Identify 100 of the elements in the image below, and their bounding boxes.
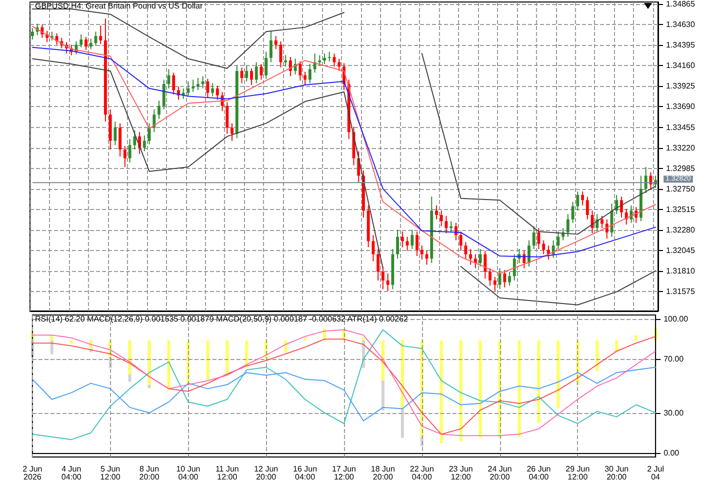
y-tick-label: 1.33925 xyxy=(666,82,696,91)
y-tick-label: 1.33455 xyxy=(666,122,696,132)
y-tick-label: 0.00 xyxy=(664,448,680,458)
candlestick xyxy=(386,272,390,292)
candlestick xyxy=(464,242,468,260)
candlestick xyxy=(459,231,462,252)
candlestick xyxy=(649,172,652,190)
candlestick xyxy=(552,240,555,258)
bar xyxy=(206,340,210,380)
bar xyxy=(226,340,229,374)
bar xyxy=(50,335,54,340)
candlestick xyxy=(128,138,132,164)
candlestick xyxy=(600,215,604,229)
bar xyxy=(556,340,560,408)
candlestick xyxy=(416,231,418,257)
candlestick xyxy=(450,220,453,232)
candlestick xyxy=(484,250,487,280)
x-tick-label: 22 Jun 04:00 xyxy=(410,464,434,482)
bar xyxy=(634,335,638,340)
candlestick xyxy=(99,25,102,44)
bar xyxy=(537,340,540,424)
candlestick xyxy=(264,51,268,80)
bar xyxy=(518,340,521,437)
candlestick xyxy=(605,218,608,240)
candlestick xyxy=(420,245,424,260)
candlestick xyxy=(615,194,618,215)
bar xyxy=(440,340,443,444)
candlestick xyxy=(396,229,400,260)
y-tick-label: 1.34160 xyxy=(666,61,696,70)
y-tick-label: 1.34395 xyxy=(666,40,696,50)
candlestick xyxy=(323,53,326,64)
candlestick xyxy=(30,28,34,40)
x-tick-label: 30 Jun 20:00 xyxy=(604,464,629,482)
candlestick xyxy=(556,231,560,250)
y-tick-label: 1.32985 xyxy=(666,164,696,173)
x-tick-label: 4 Jun 04:00 xyxy=(61,464,82,482)
candlestick xyxy=(400,231,404,248)
bar xyxy=(70,340,73,344)
candlestick xyxy=(547,245,550,260)
bar xyxy=(128,340,132,374)
candlestick xyxy=(381,266,384,290)
candlestick xyxy=(270,30,272,63)
candlestick xyxy=(571,201,574,224)
candlestick xyxy=(288,56,292,77)
candlestick xyxy=(201,76,204,89)
candlestick xyxy=(211,82,214,97)
x-tick-label: 11 Jun 12:00 xyxy=(215,464,239,482)
line-series xyxy=(32,366,656,422)
candlestick xyxy=(118,122,122,157)
chart-title: GBPUSD,H4: Great Britain Pound vs US Dollar xyxy=(35,2,203,10)
y-tick-label: 1.31575 xyxy=(666,286,696,296)
candlestick xyxy=(245,65,248,82)
candlestick xyxy=(508,271,511,286)
x-tick-label: 2 Jun 2026 xyxy=(22,464,42,482)
candlestick xyxy=(89,38,92,50)
candlestick xyxy=(216,85,219,100)
candlestick xyxy=(493,276,496,292)
bar xyxy=(400,340,404,408)
x-tick-label: 29 Jun 12:00 xyxy=(566,464,590,482)
candlestick xyxy=(133,130,136,150)
y-tick-label: 1.32045 xyxy=(666,246,696,255)
y-tick-label: 1.32750 xyxy=(666,184,696,194)
bar xyxy=(50,340,54,354)
candlestick xyxy=(328,51,331,62)
y-tick-label: 1.31810 xyxy=(666,266,696,276)
bar xyxy=(362,337,365,340)
bar xyxy=(615,340,618,352)
x-tick-label: 10 Jun 04:00 xyxy=(176,464,200,482)
x-tick-label: 5 Jun 12:00 xyxy=(100,464,121,482)
candlestick xyxy=(435,204,438,220)
candlestick xyxy=(440,210,443,227)
candlestick xyxy=(532,226,536,250)
candlestick xyxy=(142,135,146,152)
x-tick-label: 8 Jun 20:00 xyxy=(139,464,160,482)
y-tick-label: 1.34865 xyxy=(666,0,696,9)
candlestick xyxy=(512,254,516,281)
candlestick xyxy=(114,121,117,146)
candlestick xyxy=(542,240,546,255)
bar xyxy=(381,340,384,381)
candlestick xyxy=(469,248,472,266)
x-tick-label: 24 Jun 20:00 xyxy=(488,464,512,482)
candlestick xyxy=(308,63,312,84)
bar xyxy=(596,340,599,372)
y-tick-label: 1.33220 xyxy=(666,143,696,152)
y-tick-label: 1.32280 xyxy=(666,225,696,234)
candlestick xyxy=(274,36,278,50)
bar xyxy=(459,340,462,442)
y-tick-label: 1.33690 xyxy=(666,102,696,112)
candlestick xyxy=(503,269,506,288)
candlestick xyxy=(338,58,341,72)
y-tick-label: 70.00 xyxy=(664,354,684,364)
candlestick xyxy=(298,60,302,82)
candlestick xyxy=(372,234,375,262)
candlestick xyxy=(226,102,229,134)
candlestick xyxy=(488,268,492,286)
candlestick xyxy=(192,79,195,92)
candlestick xyxy=(376,248,380,281)
candlestick xyxy=(158,100,160,120)
x-tick-label: 17 Jun 12:00 xyxy=(332,464,356,482)
candlestick xyxy=(123,146,126,168)
